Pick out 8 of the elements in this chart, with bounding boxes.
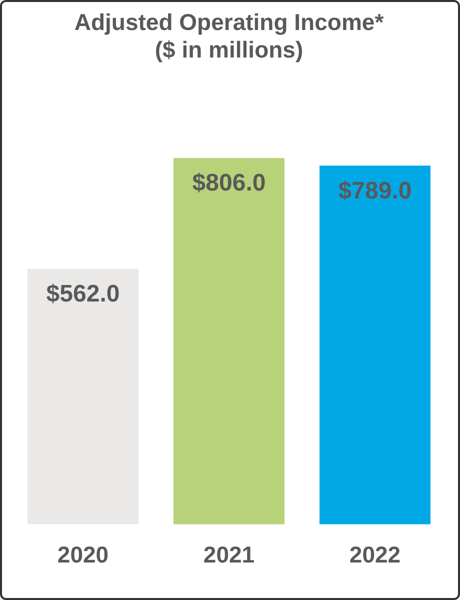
text: ($ in millions)	[154, 36, 304, 63]
data-label: $789.0	[338, 177, 412, 204]
data-label: $562.0	[46, 280, 120, 308]
x-tick-label: 2020	[57, 542, 109, 568]
x-tick-label: 2021	[203, 542, 255, 568]
x-tick-label: 2022	[349, 542, 401, 568]
data-label: $806.0	[192, 170, 266, 197]
text: Adjusted Operating Income*	[74, 9, 384, 36]
